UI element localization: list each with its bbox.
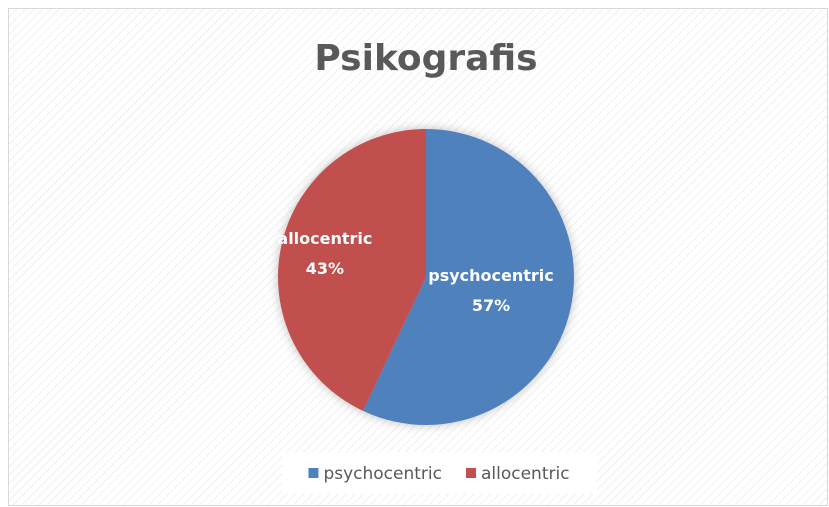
legend-label: allocentric xyxy=(481,464,570,484)
chart-title: Psikografis xyxy=(314,38,537,79)
legend-box xyxy=(282,452,597,494)
data-label-category: psychocentric xyxy=(428,266,554,285)
legend-item: allocentric xyxy=(465,464,570,484)
pie-slice xyxy=(362,129,574,426)
pie xyxy=(277,129,574,426)
legend: psychocentric allocentric xyxy=(308,464,570,484)
pie-slice xyxy=(277,129,426,411)
data-label-value: 57% xyxy=(472,296,510,315)
legend-item: psychocentric xyxy=(308,464,442,484)
legend-label: psychocentric xyxy=(323,464,442,484)
legend-swatch xyxy=(465,468,476,478)
legend-swatch xyxy=(308,468,319,478)
data-label-value: 43% xyxy=(306,259,344,278)
data-labels: psychocentric 57% allocentric 43% xyxy=(277,229,553,315)
data-label-category: allocentric xyxy=(277,229,372,248)
